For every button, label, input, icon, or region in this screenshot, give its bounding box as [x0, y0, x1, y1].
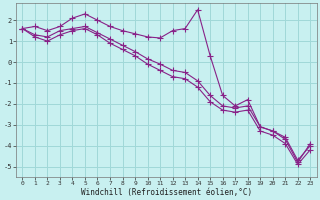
X-axis label: Windchill (Refroidissement éolien,°C): Windchill (Refroidissement éolien,°C) [81, 188, 252, 197]
